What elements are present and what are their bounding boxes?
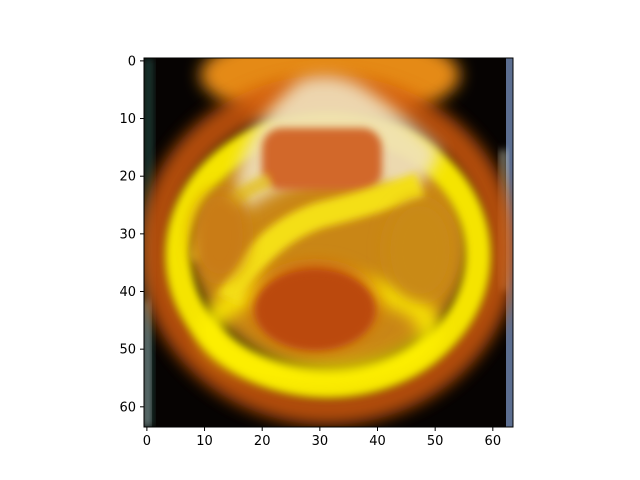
x-tick-label: 30 <box>312 434 329 449</box>
x-tick-label: 50 <box>427 434 444 449</box>
y-tick-label: 40 <box>119 285 136 300</box>
x-tick-label: 0 <box>143 434 151 449</box>
x-tick-label: 60 <box>485 434 502 449</box>
y-tick-label: 30 <box>119 227 136 242</box>
left-pocket <box>192 190 248 280</box>
orb-core-center <box>255 270 375 350</box>
y-tick-label: 20 <box>119 170 136 185</box>
y-tick-label: 10 <box>119 112 136 127</box>
swirl-band <box>218 172 425 306</box>
y-tick-label: 50 <box>119 343 136 358</box>
right-pocket <box>385 200 455 300</box>
y-tick-label: 0 <box>128 54 136 69</box>
x-tick-label: 10 <box>196 434 213 449</box>
upper-orange-patch <box>262 128 382 190</box>
x-tick-label: 20 <box>254 434 271 449</box>
y-tick-label: 60 <box>119 400 136 415</box>
x-axis-ticks: 0 10 20 30 40 50 60 <box>143 427 501 449</box>
image-plot <box>144 58 513 427</box>
x-tick-label: 40 <box>369 434 386 449</box>
left-edge-highlight <box>144 300 150 427</box>
y-axis-ticks: 0 10 20 30 40 50 60 <box>119 54 144 415</box>
axes-frame <box>143 57 514 428</box>
